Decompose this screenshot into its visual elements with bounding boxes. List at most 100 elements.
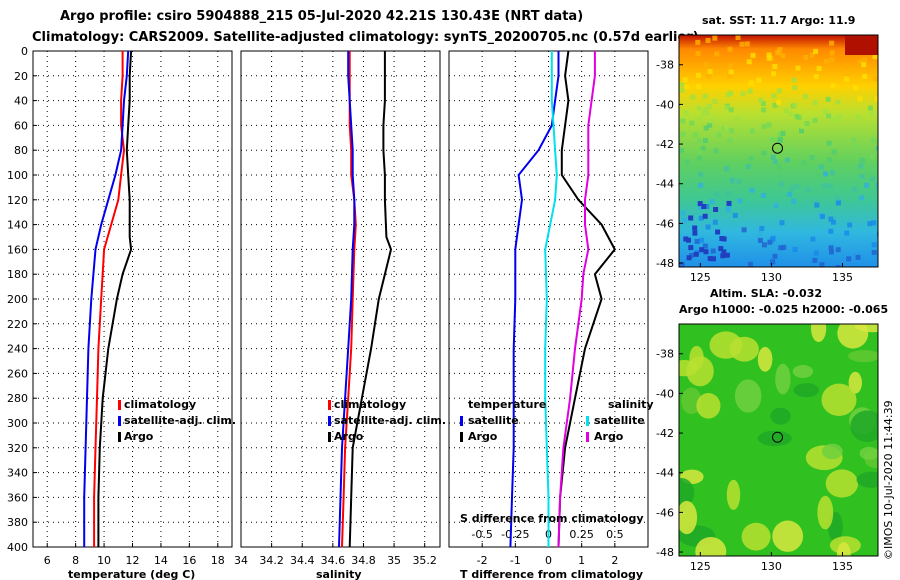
y-tick-label: 60 bbox=[14, 119, 28, 132]
sst-texture-patch bbox=[713, 148, 719, 154]
sla-map-y-ticks: -38 -40 -42 -44 -46 -48 bbox=[656, 348, 683, 559]
legend-swatch-s-argo bbox=[586, 432, 589, 442]
map-y-tick-label: -42 bbox=[656, 427, 674, 440]
sst-texture-patch bbox=[867, 105, 873, 111]
sst-texture-patch bbox=[736, 178, 742, 184]
sst-texture-patch bbox=[803, 55, 809, 60]
title-line-1: Argo profile: csiro 5904888_215 05-Jul-2… bbox=[60, 9, 583, 24]
sst-cold-pixel bbox=[724, 252, 730, 258]
sla-blob bbox=[821, 383, 857, 416]
sst-cold-pixel bbox=[683, 236, 689, 242]
sst-texture-patch bbox=[724, 166, 730, 172]
sst-texture-patch bbox=[776, 165, 782, 171]
sst-texture-patch bbox=[705, 38, 711, 43]
sst-texture-patch bbox=[771, 71, 777, 77]
map-x-tick-label: 135 bbox=[832, 560, 853, 573]
legend-swatch-satellite bbox=[118, 416, 121, 426]
sst-texture-patch bbox=[801, 160, 807, 166]
sst-texture-patch bbox=[791, 77, 797, 83]
sst-texture-patch bbox=[707, 69, 713, 75]
legend-label-t-argo: Argo bbox=[468, 430, 498, 443]
sst-texture-patch bbox=[778, 181, 784, 187]
y-tick-label: 80 bbox=[14, 144, 28, 157]
sst-texture-patch bbox=[725, 92, 731, 98]
sst-warm-corner bbox=[845, 35, 878, 55]
sst-texture-patch bbox=[823, 59, 829, 64]
legend-title-salinity: salinity bbox=[608, 398, 654, 411]
sst-texture-patch bbox=[809, 52, 815, 58]
sst-texture-patch bbox=[872, 76, 878, 82]
y-tick-label: 120 bbox=[7, 194, 28, 207]
map-y-tick-label: -46 bbox=[656, 217, 674, 230]
y-tick-label: 280 bbox=[7, 392, 28, 405]
sst-texture-patch bbox=[825, 96, 831, 102]
sst-texture-patch bbox=[702, 243, 708, 249]
sst-texture-patch bbox=[748, 80, 754, 86]
sst-texture-patch bbox=[698, 204, 704, 210]
x-tick-label: -1 bbox=[510, 554, 521, 567]
sst-texture-patch bbox=[780, 130, 786, 136]
difference-legend: temperature satellite Argo salinity sate… bbox=[460, 398, 654, 443]
map-y-tick-label: -44 bbox=[656, 467, 674, 480]
sst-texture-patch bbox=[831, 149, 837, 155]
sst-cold-pixel bbox=[707, 256, 713, 262]
sst-texture-patch bbox=[854, 144, 860, 150]
sst-texture-patch bbox=[791, 198, 797, 204]
sst-texture-patch bbox=[768, 136, 774, 142]
sst-texture-patch bbox=[703, 138, 708, 144]
salinity-panel: 34 34.2 34.4 34.6 34.8 35 35.2 salinity climat… bbox=[234, 50, 446, 580]
sst-texture-patch bbox=[792, 247, 798, 252]
sla-blob bbox=[679, 477, 695, 508]
sst-texture-patch bbox=[790, 148, 796, 153]
sst-texture-patch bbox=[867, 173, 873, 179]
sst-texture-patch bbox=[679, 82, 685, 88]
sst-texture-patch bbox=[814, 202, 820, 208]
y-tick-label: 100 bbox=[7, 169, 28, 182]
sst-texture-patch bbox=[830, 170, 835, 176]
sst-texture-patch bbox=[740, 177, 746, 183]
sst-texture-patch bbox=[792, 85, 798, 90]
sst-texture-patch bbox=[826, 113, 831, 119]
x-tick-label: 35 bbox=[387, 554, 401, 567]
sla-blob bbox=[679, 500, 698, 535]
sst-texture-patch bbox=[859, 174, 865, 179]
difference-series bbox=[509, 50, 616, 548]
sst-texture-patch bbox=[875, 145, 878, 151]
sst-texture-patch bbox=[706, 103, 712, 109]
sst-texture-patch bbox=[704, 204, 710, 209]
sla-profile-location-marker bbox=[772, 431, 784, 443]
sst-texture-patch bbox=[808, 66, 814, 72]
sla-blob bbox=[757, 346, 773, 372]
x-tick-label: 14 bbox=[154, 554, 168, 567]
sst-texture-patch bbox=[799, 128, 804, 134]
sst-texture-patch bbox=[805, 186, 811, 192]
sst-texture-patch bbox=[876, 182, 878, 188]
sla-blob bbox=[734, 379, 762, 413]
sla-blob bbox=[770, 407, 791, 425]
sst-texture-patch bbox=[759, 226, 765, 231]
x-tick-label: 34.2 bbox=[259, 554, 284, 567]
sst-texture-patch bbox=[766, 122, 772, 128]
sst-texture-patch bbox=[724, 104, 730, 110]
map-x-tick-label: 125 bbox=[690, 271, 711, 284]
sst-texture-patch bbox=[804, 121, 810, 126]
sst-texture-patch bbox=[727, 63, 733, 69]
sla-map-subtitle: Argo h1000: -0.025 h2000: -0.065 bbox=[679, 303, 888, 316]
sst-cold-pixel bbox=[686, 237, 691, 243]
sst-texture-patch bbox=[705, 224, 711, 230]
sst-cold-pixel bbox=[718, 246, 724, 252]
y-tick-label: 360 bbox=[7, 491, 28, 504]
legend-label-argo: Argo bbox=[334, 430, 364, 443]
sst-texture-patch bbox=[776, 88, 782, 94]
x-tick-label: 34.8 bbox=[351, 554, 376, 567]
sst-texture-patch bbox=[830, 219, 836, 225]
series-line-argo bbox=[348, 51, 393, 548]
sst-texture-patch bbox=[702, 107, 708, 113]
sst-cold-pixel bbox=[686, 255, 692, 261]
sst-texture-patch bbox=[712, 219, 718, 225]
map-y-tick-label: -48 bbox=[656, 257, 674, 270]
y-tick-label: 380 bbox=[7, 516, 28, 529]
legend-label-s-argo: Argo bbox=[594, 430, 624, 443]
sst-texture-patch bbox=[679, 262, 685, 267]
sla-blob bbox=[793, 383, 819, 398]
